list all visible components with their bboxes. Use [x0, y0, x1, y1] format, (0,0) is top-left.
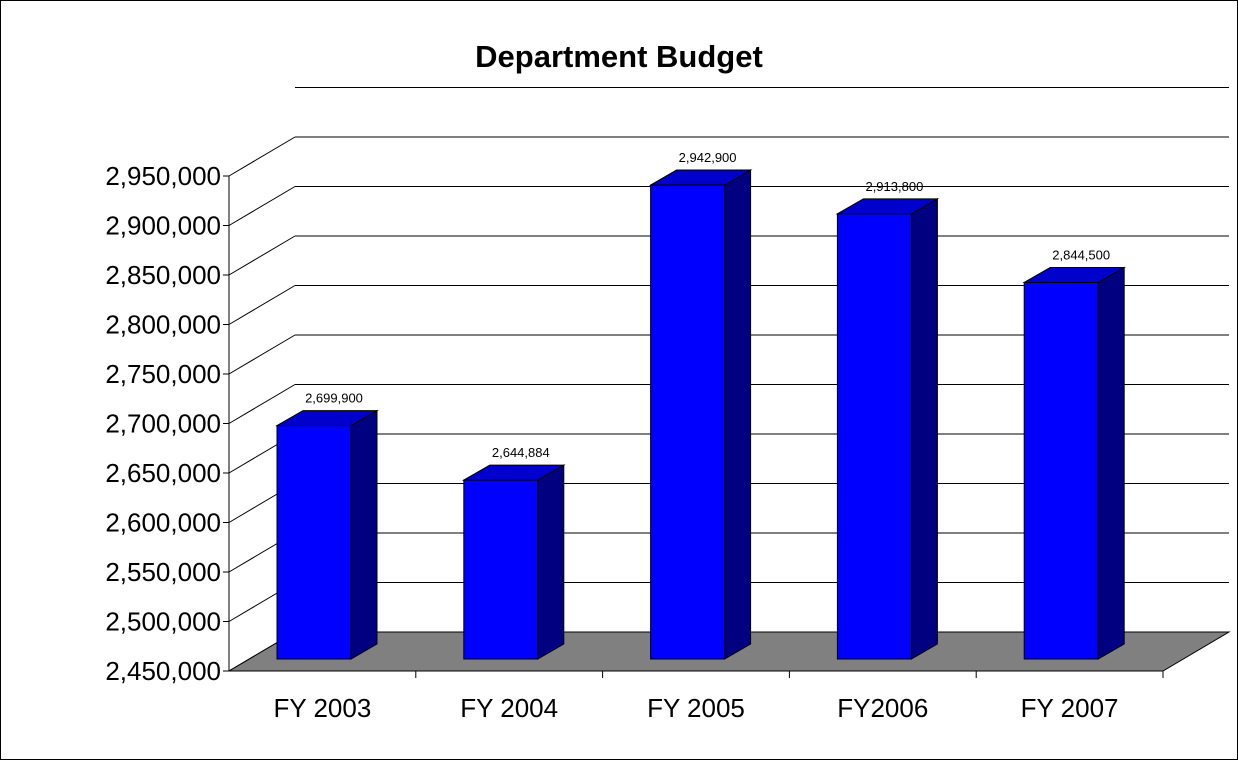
- gridline-diagonal: [228, 334, 296, 375]
- y-tick-label: 2,800,000: [105, 310, 221, 340]
- gridline-diagonal: [228, 285, 296, 325]
- y-tick-label: 2,900,000: [105, 211, 221, 241]
- chart-title: Department Budget: [475, 39, 763, 74]
- gridline-diagonal: [228, 186, 296, 226]
- gridline-diagonal: [228, 235, 296, 276]
- y-tick-label: 2,750,000: [105, 359, 221, 389]
- bar: [276, 425, 352, 660]
- x-tick-label: FY 2007: [1021, 693, 1119, 723]
- y-tick-label: 2,950,000: [105, 161, 221, 191]
- labels: 2,450,000 2,500,000 2,550,000 2,600,000 2,65…: [105, 150, 1118, 723]
- bars: [275, 169, 1127, 660]
- bar: [650, 184, 726, 660]
- bar-side: [537, 464, 565, 660]
- y-tick-label: 2,600,000: [105, 508, 221, 538]
- y-tick-label: 2,500,000: [105, 607, 221, 637]
- x-tick-label: FY 2003: [273, 693, 371, 723]
- gridline-diagonal: [228, 384, 296, 424]
- y-tick-label: 2,700,000: [105, 409, 221, 439]
- axes: [223, 175, 1164, 678]
- x-tick-label: FY 2005: [647, 693, 745, 723]
- x-tick-label: FY2006: [837, 693, 928, 723]
- data-label: 2,699,900: [305, 391, 363, 406]
- bar: [463, 479, 539, 660]
- bar: [1023, 281, 1099, 660]
- bar-side: [350, 409, 378, 660]
- y-tick-label: 2,850,000: [105, 260, 221, 290]
- data-label: 2,844,500: [1052, 247, 1110, 262]
- bar-side: [910, 197, 938, 660]
- data-label: 2,644,884: [492, 445, 550, 460]
- gridline-diagonal: [228, 136, 296, 177]
- bar-side: [724, 169, 752, 660]
- x-tick-label: FY 2004: [460, 693, 558, 723]
- data-label: 2,913,800: [865, 179, 923, 194]
- y-tick-label: 2,450,000: [105, 656, 221, 686]
- bar: [836, 213, 912, 660]
- bar-side: [1097, 266, 1125, 660]
- y-tick-label: 2,650,000: [105, 458, 221, 488]
- y-tick-label: 2,550,000: [105, 557, 221, 587]
- data-label: 2,942,900: [679, 150, 737, 165]
